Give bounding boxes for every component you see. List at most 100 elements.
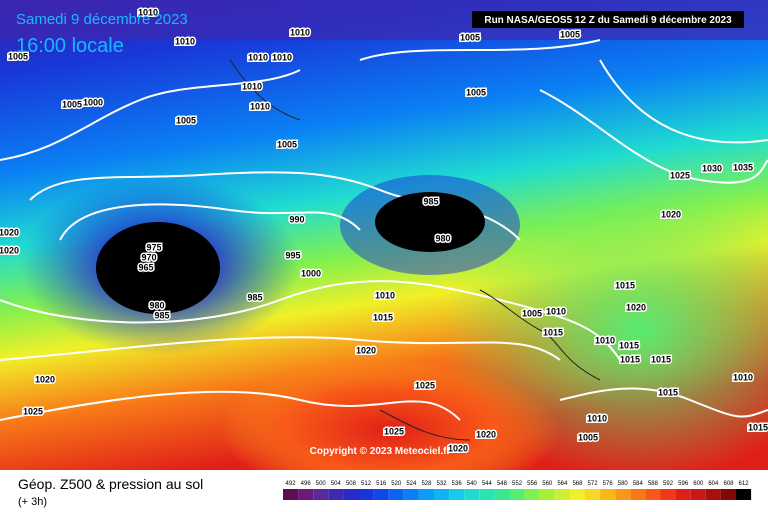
isobar-label: 1000	[301, 268, 321, 278]
colorbar-swatch	[660, 489, 676, 500]
colorbar: 492 496 500 504 508 512 516 520 524 528 532 536 540 5…	[283, 481, 752, 500]
isobar-label: 995	[285, 250, 300, 260]
colorbar-label: 604	[708, 481, 719, 487]
colorbar-label: 524	[406, 481, 417, 487]
colorbar-label: 500	[316, 481, 327, 487]
isobar-label: 1010	[138, 7, 158, 17]
isobar-label: 1005	[62, 99, 82, 109]
isobar-label: 1010	[546, 306, 566, 316]
colorbar-label: 564	[557, 481, 568, 487]
colorbar-label: 496	[301, 481, 312, 487]
colorbar-label: 508	[346, 481, 357, 487]
isobar-label: 1010	[595, 335, 615, 345]
colorbar-swatch	[585, 489, 601, 500]
isobar-label: 985	[423, 196, 438, 206]
isobar-label: 1020	[448, 443, 468, 453]
colorbar-swatch	[418, 489, 434, 500]
isobar-label: 1030	[702, 163, 722, 173]
isobar-label: 1020	[35, 374, 55, 384]
colorbar-label: 580	[618, 481, 629, 487]
colorbar-swatch	[690, 489, 706, 500]
isobar-label: 1010	[733, 372, 753, 382]
isobar-label: 1020	[476, 429, 496, 439]
isobar-label: 1005	[277, 139, 297, 149]
footer-step: (+ 3h)	[18, 496, 47, 508]
isobar-label: 1005	[460, 32, 480, 42]
isobar-label: 1015	[615, 280, 635, 290]
colorbar-swatch	[675, 489, 691, 500]
colorbar-label: 608	[723, 481, 734, 487]
isobar-label: 1010	[272, 52, 292, 62]
isobar-label: 1010	[375, 290, 395, 300]
isobar-label: 1005	[8, 51, 28, 61]
isobar-label: 1005	[578, 432, 598, 442]
isobar-label: 1010	[242, 81, 262, 91]
colorbar-label: 572	[588, 481, 599, 487]
colorbar-swatch	[600, 489, 616, 500]
colorbar-swatch	[283, 489, 299, 500]
isobar-label: 1010	[587, 413, 607, 423]
colorbar-swatch	[464, 489, 480, 500]
isobar-label: 1005	[560, 29, 580, 39]
colorbar-swatch	[313, 489, 329, 500]
isobar-label: 1025	[415, 380, 435, 390]
colorbar-swatch	[494, 489, 510, 500]
colorbar-label: 552	[512, 481, 523, 487]
colorbar-swatch	[403, 489, 419, 500]
isobar-label: 1015	[651, 354, 671, 364]
isobar-label: 1035	[733, 162, 753, 172]
colorbar-swatch	[449, 489, 465, 500]
isobar-label: 990	[289, 214, 304, 224]
colorbar-swatch	[343, 489, 359, 500]
isobar-label: 965	[138, 262, 153, 272]
colorbar-label: 584	[633, 481, 644, 487]
isobar-label: 1015	[658, 387, 678, 397]
colorbar-swatch	[434, 489, 450, 500]
colorbar-label: 516	[376, 481, 387, 487]
run-box	[472, 11, 744, 28]
isobar-label: 1020	[626, 302, 646, 312]
isobar-label: 1015	[748, 422, 768, 432]
map-background	[0, 0, 768, 500]
colorbar-swatch	[554, 489, 570, 500]
colorbar-swatch	[298, 489, 314, 500]
isobar-label: 1015	[373, 312, 393, 322]
colorbar-swatch	[524, 489, 540, 500]
colorbar-label: 536	[452, 481, 463, 487]
isobar-label: 980	[149, 300, 164, 310]
colorbar-label: 592	[663, 481, 674, 487]
colorbar-swatch	[358, 489, 374, 500]
colorbar-label: 540	[467, 481, 478, 487]
isobar-label: 1015	[543, 327, 563, 337]
run-info: Run NASA/GEOS5 12 Z du Samedi 9 décembre…	[484, 15, 732, 26]
time-title: 16:00 locale	[16, 35, 124, 57]
colorbar-label: 544	[482, 481, 493, 487]
colorbar-swatch	[328, 489, 344, 500]
colorbar-label: 512	[361, 481, 372, 487]
colorbar-swatch	[645, 489, 661, 500]
isobar-label: 1020	[661, 209, 681, 219]
isobar-label: 1015	[620, 354, 640, 364]
colorbar-label: 532	[437, 481, 448, 487]
isobar-label: 1005	[466, 87, 486, 97]
colorbar-swatch	[630, 489, 646, 500]
colorbar-label: 492	[286, 481, 297, 487]
isobar-label: 985	[247, 292, 262, 302]
colorbar-swatch	[539, 489, 555, 500]
colorbar-label: 568	[572, 481, 583, 487]
isobar-label: 1020	[0, 227, 19, 237]
isobar-label: 970	[141, 252, 156, 262]
isobar-label: 1025	[384, 426, 404, 436]
colorbar-swatch	[373, 489, 389, 500]
colorbar-label: 504	[331, 481, 342, 487]
isobar-label: 1020	[356, 345, 376, 355]
colorbar-label: 528	[421, 481, 432, 487]
copyright: Copyright © 2023 Meteociel.fr	[310, 446, 451, 457]
colorbar-swatch	[509, 489, 525, 500]
isobar-label: 985	[154, 310, 169, 320]
colorbar-label: 612	[739, 481, 750, 487]
isobar-label: 1005	[176, 115, 196, 125]
colorbar-label: 600	[693, 481, 704, 487]
isobar-label: 1010	[250, 101, 270, 111]
isobar-label: 1005	[522, 308, 542, 318]
